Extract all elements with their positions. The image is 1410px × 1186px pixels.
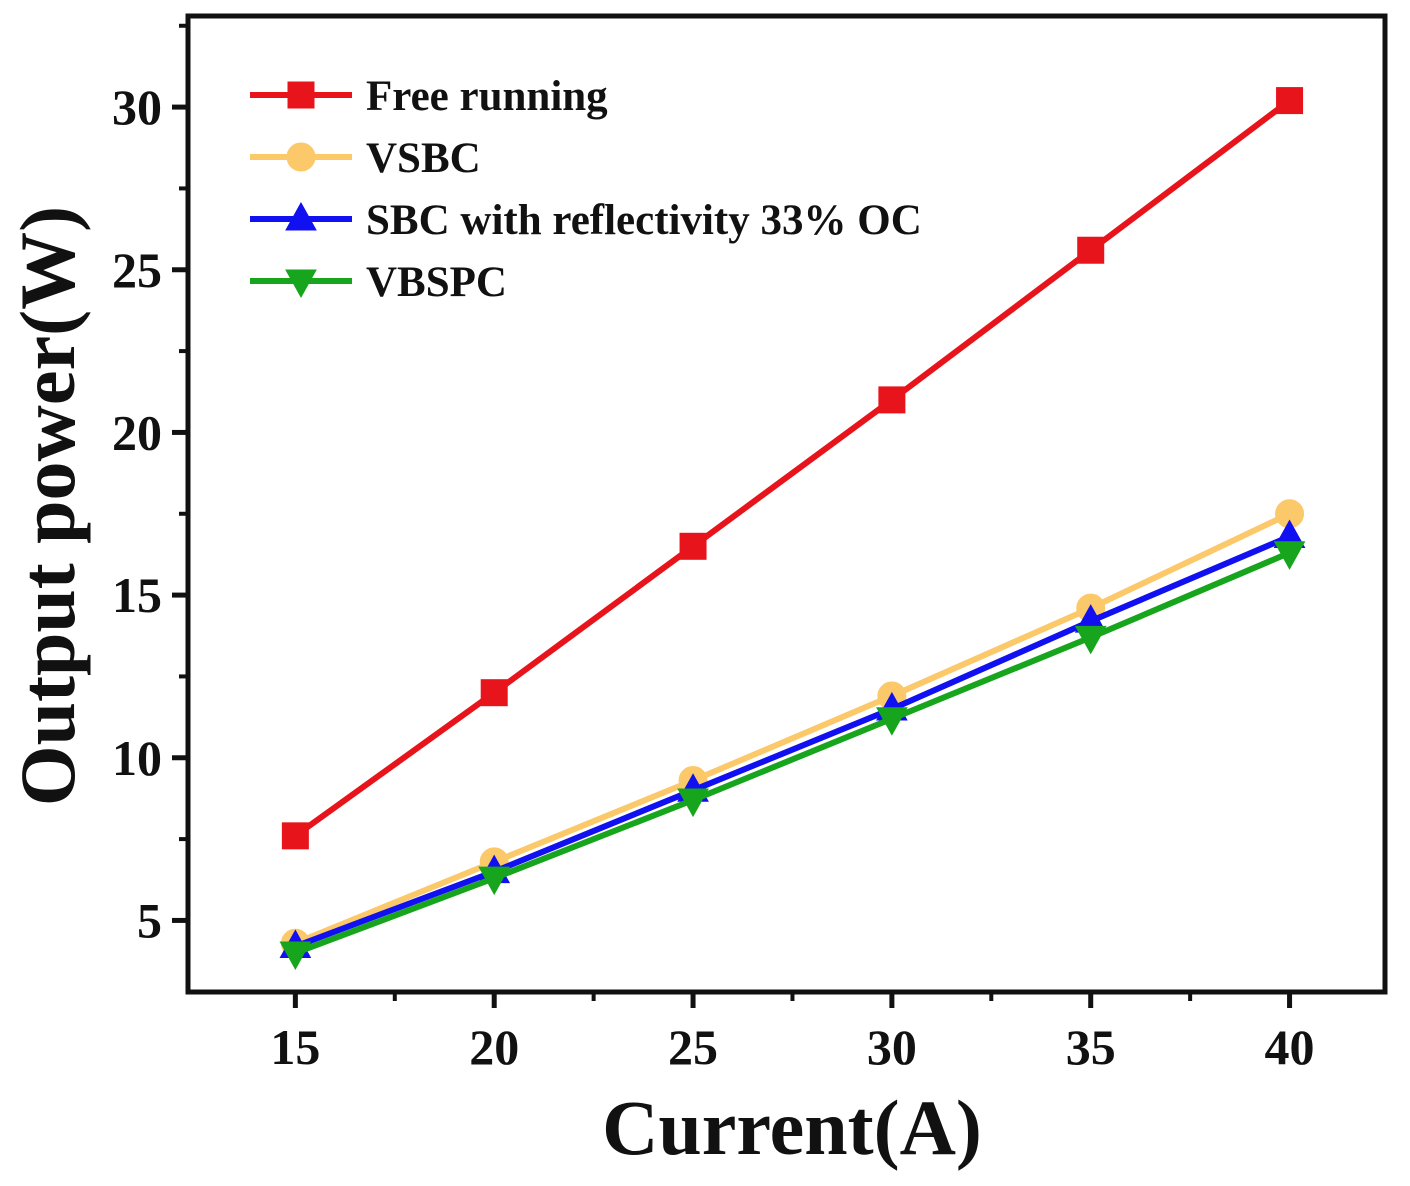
y-axis-ticks: 5 10 15 20 25 30 — [112, 23, 188, 948]
legend-label: SBC with reflectivity 33% OC — [366, 197, 922, 244]
vbspc-point — [279, 941, 312, 970]
x-tick-label: 15 — [270, 1019, 320, 1075]
legend-label: VSBC — [366, 135, 481, 182]
x-tick-label: 35 — [1066, 1019, 1116, 1075]
x-tick-label: 20 — [469, 1019, 519, 1075]
legend-marker — [285, 201, 317, 231]
legend-marker — [286, 142, 316, 172]
x-axis-title: Current(A) — [602, 1084, 982, 1171]
y-tick-label: 10 — [112, 730, 162, 786]
vsbc-line — [294, 511, 1291, 946]
y-axis-title: Output power(W) — [4, 206, 91, 806]
vbspc-line — [294, 550, 1291, 956]
series-vsbc — [280, 499, 1305, 958]
free-running-point — [878, 386, 906, 414]
free-running-point — [480, 679, 508, 707]
free-running-point — [679, 532, 707, 560]
y-tick-label: 30 — [112, 79, 162, 135]
free-running-point — [281, 822, 309, 850]
legend-item-vbspc: VBSPC — [250, 259, 507, 306]
legend-item-vsbc: VSBC — [250, 135, 481, 182]
legend-item-free-running: Free running — [250, 73, 608, 120]
vbspc-point — [677, 788, 709, 818]
y-tick-label: 5 — [137, 892, 162, 948]
legend-item-sbc-with-reflectivity-33-oc: SBC with reflectivity 33% OC — [250, 197, 922, 244]
sbc-with-reflectivity-33-oc-line — [294, 533, 1291, 950]
free-running-point — [1276, 87, 1304, 115]
vbspc-point — [478, 866, 511, 896]
free-running-point — [1077, 236, 1105, 264]
legend-marker — [287, 81, 315, 109]
series-free-running — [281, 87, 1304, 850]
y-tick-label: 25 — [112, 242, 162, 298]
vbspc-point — [1074, 625, 1107, 655]
series-vbspc — [279, 541, 1306, 970]
series-layer — [279, 87, 1306, 970]
vbspc-point — [1273, 541, 1306, 570]
plot-frame — [185, 13, 1388, 995]
legend-marker — [285, 269, 317, 299]
y-tick-label: 15 — [112, 567, 162, 623]
vbspc-point — [876, 707, 908, 736]
x-tick-label: 30 — [867, 1019, 917, 1075]
y-tick-label: 20 — [112, 404, 162, 460]
free-running-line — [293, 98, 1292, 839]
x-tick-label: 25 — [668, 1019, 718, 1075]
x-tick-label: 40 — [1265, 1019, 1315, 1075]
legend-label: Free running — [366, 73, 608, 120]
x-axis-ticks: 15 20 25 30 35 40 — [270, 992, 1315, 1075]
legend-label: VBSPC — [366, 259, 507, 306]
legend: Free running VSBC SBC with reflectivity 33… — [250, 73, 922, 306]
